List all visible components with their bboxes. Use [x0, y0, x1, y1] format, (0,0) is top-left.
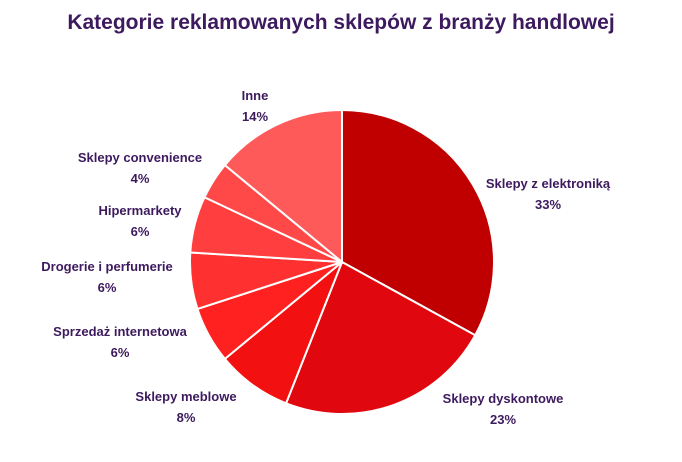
chart-title: Kategorie reklamowanych sklepów z branży…: [67, 11, 615, 34]
slice-value-label: 8%: [177, 410, 196, 425]
slice-label: Hipermarkety: [98, 203, 182, 218]
pie-slice-8: [223, 108, 343, 265]
slice-label: Sprzedaż internetowa: [53, 324, 187, 339]
slice-label: Sklepy convenience: [78, 150, 202, 165]
slice-value-label: 14%: [242, 109, 268, 124]
slice-label: Sklepy meblowe: [135, 389, 236, 404]
slice-value-label: 33%: [535, 197, 561, 212]
slice-value-label: 6%: [131, 224, 150, 239]
slice-value-label: 4%: [131, 171, 150, 186]
slice-label: Inne: [242, 88, 269, 103]
slice-value-label: 23%: [490, 412, 516, 427]
pie-slice-2: [284, 260, 477, 415]
slice-label: Sklepy dyskontowe: [443, 391, 564, 406]
slice-label: Drogerie i perfumerie: [41, 259, 173, 274]
slice-value-label: 6%: [98, 280, 117, 295]
slice-value-label: 6%: [111, 345, 130, 360]
slice-label: Sklepy z elektroniką: [486, 176, 611, 191]
pie-slice-1: [341, 108, 495, 337]
